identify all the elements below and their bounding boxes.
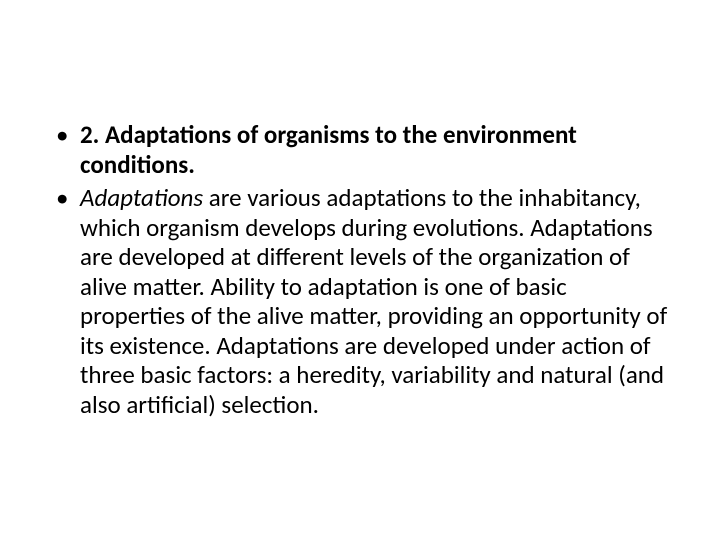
bullet-list: 2. Adaptations of organisms to the envir… (50, 120, 670, 419)
bullet-term: Adaptations (80, 182, 203, 213)
bullet-heading: 2. Adaptations of organisms to the envir… (80, 119, 577, 180)
list-item: Adaptations are various adaptations to t… (50, 183, 670, 419)
bullet-text: are various adaptations to the inhabitan… (80, 182, 667, 420)
slide-body: 2. Adaptations of organisms to the envir… (0, 0, 720, 540)
list-item: 2. Adaptations of organisms to the envir… (50, 120, 670, 179)
